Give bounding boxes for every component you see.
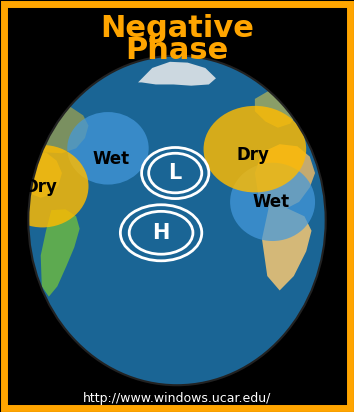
Ellipse shape <box>230 163 315 241</box>
Text: Dry: Dry <box>24 178 57 197</box>
Text: Phase: Phase <box>125 36 229 65</box>
Polygon shape <box>255 144 315 210</box>
Polygon shape <box>27 105 88 153</box>
Text: L: L <box>169 163 182 183</box>
Polygon shape <box>27 152 62 198</box>
Polygon shape <box>41 209 80 297</box>
Ellipse shape <box>204 106 306 192</box>
Text: Wet: Wet <box>252 193 289 211</box>
Ellipse shape <box>28 56 326 385</box>
Ellipse shape <box>0 145 88 227</box>
Text: H: H <box>152 223 170 243</box>
Text: http://www.windows.ucar.edu/: http://www.windows.ucar.edu/ <box>83 392 271 405</box>
Polygon shape <box>262 206 312 290</box>
Text: Dry: Dry <box>237 145 269 164</box>
Text: Wet: Wet <box>93 150 130 168</box>
Polygon shape <box>255 91 297 128</box>
Text: Negative: Negative <box>100 14 254 43</box>
Ellipse shape <box>67 112 149 185</box>
Polygon shape <box>133 62 216 86</box>
